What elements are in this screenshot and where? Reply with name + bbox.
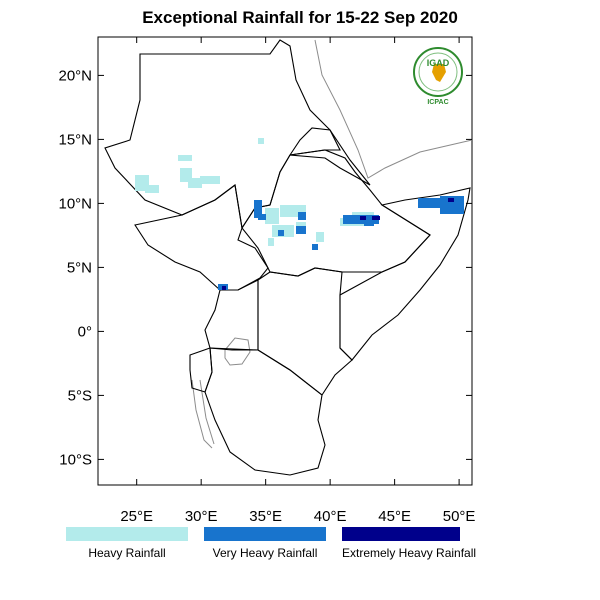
lon-tick-label: 35°E [249,508,282,525]
coastlines-outside [191,39,473,449]
map-title: Exceptional Rainfall for 15-22 Sep 2020 [142,8,458,27]
lat-tick-label: 10°N [58,195,92,212]
svg-text:IGAD: IGAD [427,58,450,68]
legend-swatch-heavy [66,527,188,541]
legend-label-extreme: Extremely Heavy Rainfall [342,546,477,560]
longitude-axis: 25°E 30°E 35°E 40°E 45°E 50°E [120,37,475,525]
legend-label-heavy: Heavy Rainfall [88,546,166,560]
igad-icpac-logo: IGAD ICPAC [410,44,466,108]
legend-label-very-heavy: Very Heavy Rainfall [212,546,318,560]
legend-item-heavy: Heavy Rainfall [66,527,188,560]
lat-tick-label: 10°S [59,451,92,468]
lat-tick-label: 0° [78,323,92,340]
legend: Heavy Rainfall Very Heavy Rainfall Extre… [66,527,506,567]
heavy-rainfall-areas [135,138,374,246]
lon-tick-label: 45°E [378,508,411,525]
lon-tick-label: 25°E [120,508,153,525]
lon-tick-label: 50°E [443,508,476,525]
svg-text:ICPAC: ICPAC [427,99,448,106]
legend-item-extreme: Extremely Heavy Rainfall [342,527,477,560]
legend-item-very-heavy: Very Heavy Rainfall [204,527,326,560]
lon-tick-label: 30°E [185,508,218,525]
lon-tick-label: 40°E [314,508,347,525]
lat-tick-label: 20°N [58,67,92,84]
lat-tick-label: 15°N [58,131,92,148]
very-heavy-rainfall-areas [218,196,464,290]
extremely-heavy-rainfall-areas [222,198,454,290]
map-frame [97,36,473,486]
lat-tick-label: 5°S [68,387,92,404]
legend-swatch-extreme [342,527,460,541]
latitude-axis: 20°N 15°N 10°N 5°N 0° 5°S 10°S [58,67,472,468]
lat-tick-label: 5°N [67,259,92,276]
legend-swatch-very-heavy [204,527,326,541]
